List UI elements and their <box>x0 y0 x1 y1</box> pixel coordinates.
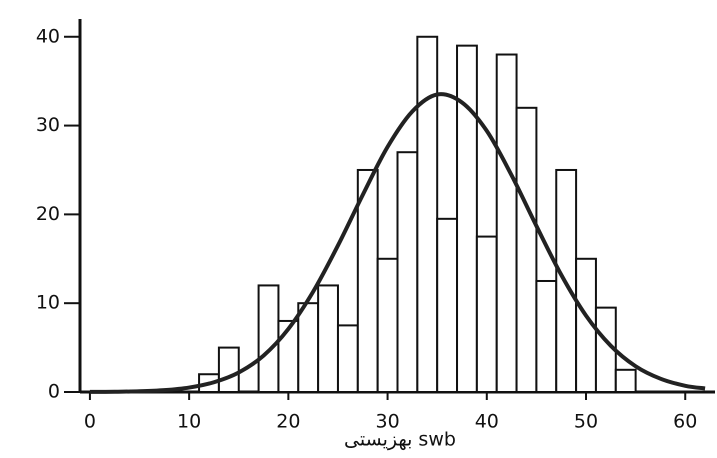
bar <box>297 302 320 394</box>
bar <box>475 235 498 393</box>
x-tick-label: 60 <box>673 411 697 433</box>
bar <box>317 284 339 393</box>
bar <box>396 151 419 393</box>
y-tick-label: 20 <box>36 203 60 225</box>
y-tick-label: 0 <box>48 381 60 403</box>
bar <box>416 35 439 394</box>
bar <box>614 368 637 393</box>
x-tick-label: 30 <box>375 411 399 433</box>
bar <box>535 279 558 393</box>
normal-curve <box>89 92 706 394</box>
bar <box>436 217 459 393</box>
y-tick-label: 10 <box>36 292 60 314</box>
bar <box>217 346 240 394</box>
x-axis-label: بهزیستی swb <box>344 429 456 451</box>
bar <box>336 324 359 393</box>
bar <box>456 44 478 394</box>
x-tick-label: 20 <box>276 411 300 433</box>
bar <box>257 284 280 393</box>
y-tick-label: 40 <box>36 25 60 47</box>
x-tick-label: 0 <box>84 411 96 433</box>
x-tick-label: 50 <box>574 411 598 433</box>
y-tick-label: 30 <box>36 114 60 136</box>
bar <box>515 106 538 394</box>
x-tick-label: 40 <box>475 411 499 433</box>
bar <box>376 257 399 393</box>
bar <box>495 53 518 394</box>
x-tick-label: 10 <box>177 411 201 433</box>
